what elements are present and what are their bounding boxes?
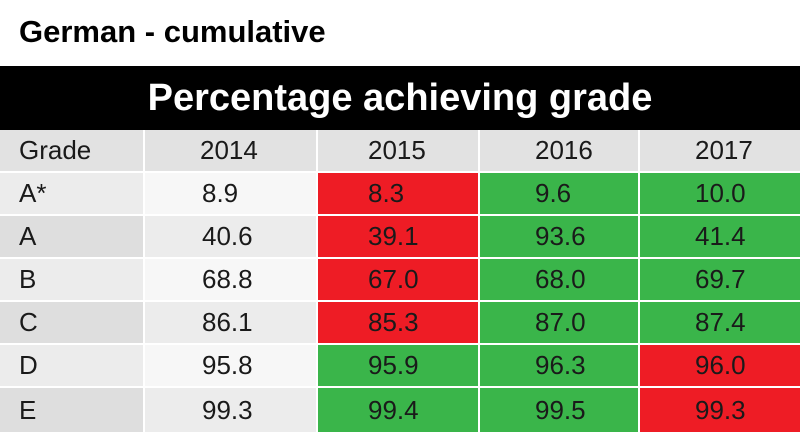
grade-label: A*	[0, 173, 145, 214]
column-header-2014: 2014	[145, 130, 318, 171]
column-header-row: Grade 2014 2015 2016 2017	[0, 130, 800, 173]
value-cell: 99.3	[145, 388, 318, 432]
column-header-grade: Grade	[0, 130, 145, 171]
value-cell: 99.5	[480, 388, 640, 432]
value-cell: 8.9	[145, 173, 318, 214]
value-cell: 86.1	[145, 302, 318, 343]
value-cell: 87.4	[640, 302, 800, 343]
value-cell: 87.0	[480, 302, 640, 343]
value-cell: 96.0	[640, 345, 800, 386]
value-cell: 69.7	[640, 259, 800, 300]
value-cell: 96.3	[480, 345, 640, 386]
value-cell: 68.8	[145, 259, 318, 300]
value-cell: 9.6	[480, 173, 640, 214]
value-cell: 99.3	[640, 388, 800, 432]
grade-table: Percentage achieving grade Grade 2014 20…	[0, 66, 800, 432]
table-row: A 40.6 39.1 93.6 41.4	[0, 216, 800, 259]
value-cell: 68.0	[480, 259, 640, 300]
value-cell: 95.9	[318, 345, 480, 386]
value-cell: 10.0	[640, 173, 800, 214]
value-cell: 41.4	[640, 216, 800, 257]
value-cell: 8.3	[318, 173, 480, 214]
value-cell: 39.1	[318, 216, 480, 257]
table-row: D 95.8 95.9 96.3 96.0	[0, 345, 800, 388]
table-title: Percentage achieving grade	[0, 66, 800, 130]
table-row: B 68.8 67.0 68.0 69.7	[0, 259, 800, 302]
page-title: German - cumulative	[19, 14, 326, 49]
value-cell: 85.3	[318, 302, 480, 343]
table-row: A* 8.9 8.3 9.6 10.0	[0, 173, 800, 216]
grade-label: E	[0, 388, 145, 432]
column-header-2015: 2015	[318, 130, 480, 171]
value-cell: 67.0	[318, 259, 480, 300]
value-cell: 95.8	[145, 345, 318, 386]
table-body: A* 8.9 8.3 9.6 10.0 A 40.6 39.1 93.6 41.4 B 68.8 67.…	[0, 173, 800, 432]
value-cell: 40.6	[145, 216, 318, 257]
table-row: E 99.3 99.4 99.5 99.3	[0, 388, 800, 432]
grade-label: B	[0, 259, 145, 300]
grade-label: D	[0, 345, 145, 386]
column-header-2017: 2017	[640, 130, 800, 171]
table-row: C 86.1 85.3 87.0 87.4	[0, 302, 800, 345]
value-cell: 93.6	[480, 216, 640, 257]
grade-label: A	[0, 216, 145, 257]
column-header-2016: 2016	[480, 130, 640, 171]
value-cell: 99.4	[318, 388, 480, 432]
grade-label: C	[0, 302, 145, 343]
